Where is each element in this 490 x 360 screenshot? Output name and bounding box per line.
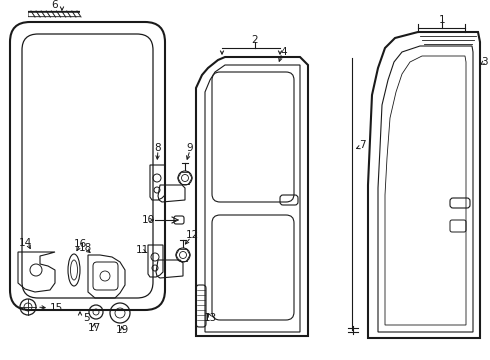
Text: 12: 12 <box>185 230 198 240</box>
Text: 3: 3 <box>481 57 488 67</box>
Text: 19: 19 <box>115 325 129 335</box>
Text: 1: 1 <box>439 15 445 25</box>
Text: 17: 17 <box>87 323 100 333</box>
Text: 15: 15 <box>50 303 63 313</box>
Text: 5: 5 <box>83 313 89 323</box>
Text: 13: 13 <box>203 313 217 323</box>
Text: 14: 14 <box>19 238 32 248</box>
Text: 16: 16 <box>74 239 87 249</box>
Text: 7: 7 <box>359 140 366 150</box>
Text: 4: 4 <box>281 47 287 57</box>
Text: 10: 10 <box>142 215 154 225</box>
Text: 9: 9 <box>187 143 194 153</box>
Text: 18: 18 <box>78 243 92 253</box>
Text: 11: 11 <box>135 245 148 255</box>
Text: 6: 6 <box>51 0 58 10</box>
Text: 2: 2 <box>252 35 258 45</box>
Text: 8: 8 <box>155 143 161 153</box>
